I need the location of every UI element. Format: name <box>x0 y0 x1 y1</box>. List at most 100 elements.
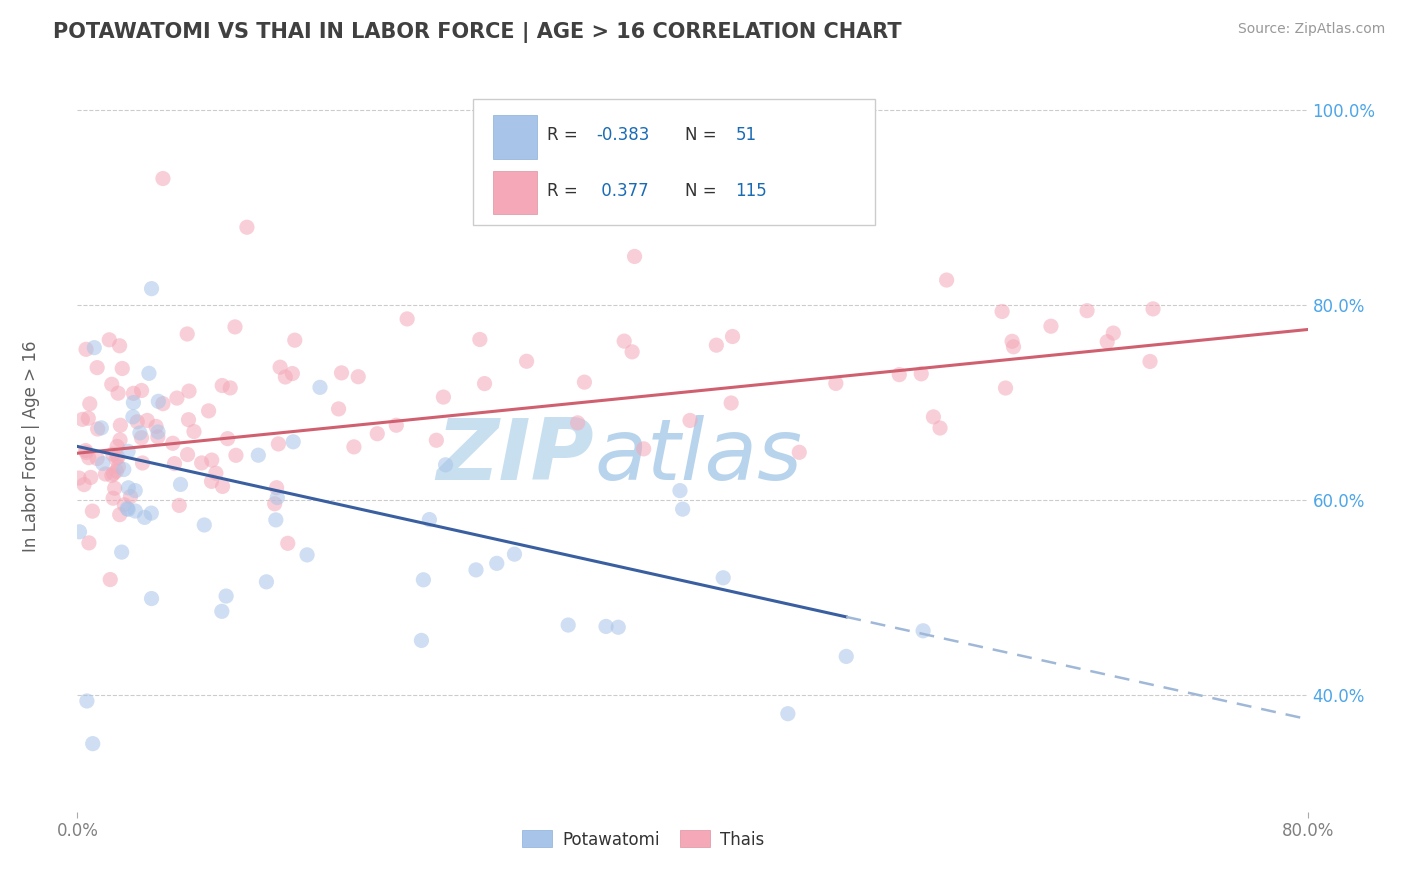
Point <box>105 451 128 466</box>
Point <box>101 468 124 483</box>
Point <box>330 366 353 380</box>
Point <box>269 360 291 375</box>
Point <box>77 536 100 550</box>
Point <box>79 397 101 411</box>
Point <box>103 467 125 481</box>
Text: In Labor Force | Age > 16: In Labor Force | Age > 16 <box>22 340 39 552</box>
Point <box>418 512 440 526</box>
Point <box>474 376 496 391</box>
Point <box>236 220 259 235</box>
Point <box>679 413 702 427</box>
Point <box>1102 326 1125 340</box>
Point <box>434 458 457 472</box>
Point <box>75 343 97 357</box>
Point <box>633 442 655 456</box>
Point <box>706 338 728 352</box>
Point <box>82 504 104 518</box>
Point <box>176 448 198 462</box>
FancyBboxPatch shape <box>474 99 875 226</box>
FancyBboxPatch shape <box>494 115 537 159</box>
Point <box>347 369 370 384</box>
Point <box>190 456 212 470</box>
Point <box>146 430 169 444</box>
Point <box>411 633 433 648</box>
Point <box>128 425 150 440</box>
Point <box>91 457 114 471</box>
Point <box>277 536 299 550</box>
Point <box>607 620 630 634</box>
Point <box>108 433 131 447</box>
Point <box>991 304 1014 318</box>
Point <box>197 404 219 418</box>
Point <box>98 573 121 587</box>
Point <box>889 368 911 382</box>
Point <box>412 573 434 587</box>
Point <box>75 443 97 458</box>
Legend: Potawatomi, Thais: Potawatomi, Thais <box>516 823 770 855</box>
Point <box>124 504 146 518</box>
Point <box>169 477 191 491</box>
Point <box>162 436 184 450</box>
Point <box>177 384 200 398</box>
Point <box>205 466 228 480</box>
Point <box>465 563 488 577</box>
Point <box>131 456 153 470</box>
Text: -0.383: -0.383 <box>596 127 650 145</box>
Point <box>152 171 174 186</box>
Text: N =: N = <box>685 182 721 200</box>
Point <box>69 524 91 539</box>
Point <box>385 418 408 433</box>
Point <box>224 319 246 334</box>
Point <box>107 386 129 401</box>
Point <box>167 499 190 513</box>
Point <box>824 376 846 391</box>
Point <box>281 367 304 381</box>
Text: ZIP: ZIP <box>436 415 595 498</box>
Point <box>76 694 98 708</box>
Point <box>86 451 108 466</box>
Point <box>328 401 350 416</box>
Point <box>110 418 132 433</box>
Point <box>117 481 139 495</box>
Point <box>124 483 146 498</box>
Point <box>122 386 145 401</box>
Point <box>1142 301 1164 316</box>
Point <box>108 508 131 522</box>
Point <box>994 381 1017 395</box>
Point <box>145 419 167 434</box>
Point <box>77 450 100 465</box>
Point <box>163 457 186 471</box>
Point <box>720 396 742 410</box>
Point <box>929 421 952 435</box>
Point <box>935 273 957 287</box>
Point <box>111 545 134 559</box>
Point <box>201 453 224 467</box>
Text: R =: R = <box>547 127 583 145</box>
Point <box>80 470 103 484</box>
Point <box>343 440 366 454</box>
Point <box>623 250 645 264</box>
Point <box>112 462 135 476</box>
Point <box>266 481 288 495</box>
Point <box>72 412 94 426</box>
Text: 51: 51 <box>735 127 756 145</box>
Point <box>152 397 174 411</box>
Point <box>176 326 198 341</box>
Point <box>131 431 153 445</box>
Point <box>1095 334 1118 349</box>
Text: 0.377: 0.377 <box>596 182 650 200</box>
Point <box>247 448 270 462</box>
Point <box>274 370 297 384</box>
Point <box>835 649 858 664</box>
Point <box>112 498 135 512</box>
Point <box>86 422 108 436</box>
Point <box>1076 303 1098 318</box>
Text: Source: ZipAtlas.com: Source: ZipAtlas.com <box>1237 22 1385 37</box>
Point <box>283 434 305 449</box>
Point <box>263 497 285 511</box>
Point <box>120 490 142 504</box>
Point <box>432 390 454 404</box>
Text: R =: R = <box>547 182 583 200</box>
Point <box>141 282 163 296</box>
Text: atlas: atlas <box>595 415 801 498</box>
